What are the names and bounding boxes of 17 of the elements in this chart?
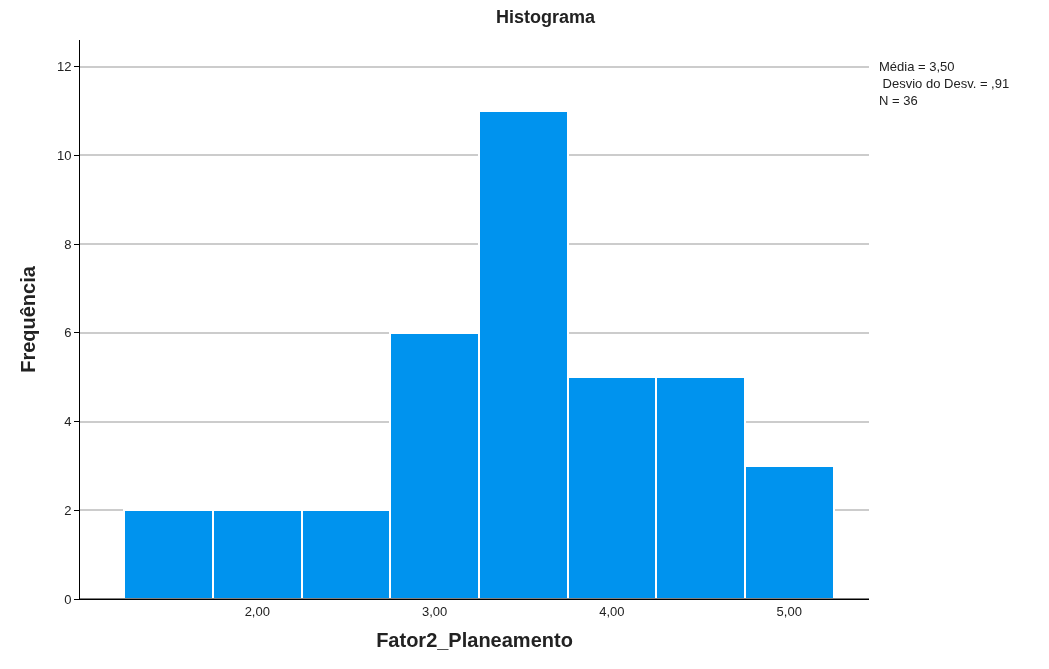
x-tick-label: 4,00 bbox=[599, 603, 625, 619]
y-tick-label: 12 bbox=[56, 59, 72, 75]
y-tick-label: 8 bbox=[64, 236, 72, 252]
y-tick-label: 6 bbox=[64, 325, 72, 341]
x-tick-label: 3,00 bbox=[421, 603, 448, 619]
x-tick-label: 5,00 bbox=[776, 603, 802, 619]
y-tick-label: 0 bbox=[64, 591, 72, 607]
y-axis-title: Frequência bbox=[17, 265, 40, 373]
y-tick-label: 4 bbox=[64, 414, 72, 430]
x-tick-label: 2,00 bbox=[244, 603, 270, 619]
text: Média = 3,50 bbox=[879, 59, 955, 74]
y-tick-label: 10 bbox=[56, 147, 72, 163]
chart-title: Histograma bbox=[495, 6, 596, 27]
text: N = 36 bbox=[879, 92, 918, 108]
y-tick-label: 2 bbox=[64, 502, 72, 518]
text: Desvio do Desv. = ,91 bbox=[879, 75, 1010, 91]
x-axis-title: Fator2_Planeamento bbox=[376, 629, 573, 652]
